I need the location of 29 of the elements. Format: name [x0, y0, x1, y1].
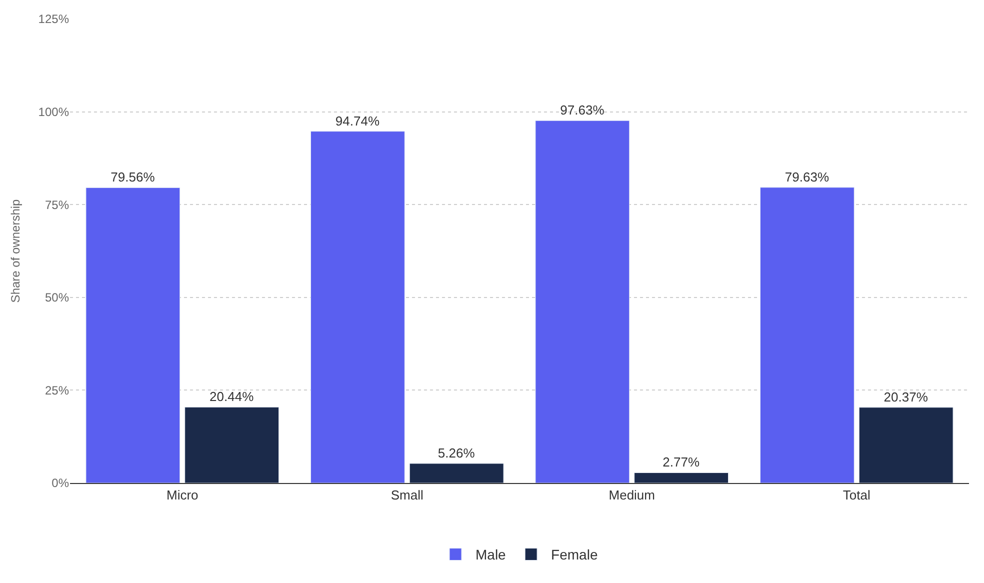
data-label: 20.44%: [210, 389, 254, 404]
data-label: 97.63%: [560, 102, 605, 118]
x-tick-label: Medium: [608, 488, 656, 503]
data-label: 94.74%: [335, 113, 380, 128]
y-axis-title: Share of ownership: [8, 198, 23, 303]
legend-label: Male: [476, 546, 506, 563]
y-tick-label: 75%: [44, 198, 70, 212]
x-tick-label: Total: [842, 488, 870, 503]
data-label: 79.63%: [784, 169, 830, 184]
bar: [409, 463, 504, 483]
y-tick-label: 25%: [44, 383, 70, 398]
data-label: 5.26%: [438, 445, 476, 460]
x-tick-label: Micro: [166, 488, 198, 503]
bar: [760, 187, 854, 483]
y-tick-label: 100%: [38, 105, 70, 119]
legend-label: Female: [551, 546, 598, 563]
data-label: 79.56%: [110, 170, 156, 185]
data-label: 20.37%: [884, 389, 928, 404]
y-tick-label: 125%: [38, 12, 70, 26]
bar: [184, 406, 280, 483]
bar: [858, 407, 954, 483]
x-tick-label: Small: [390, 488, 424, 503]
bar: [86, 187, 180, 483]
y-tick-label: 50%: [44, 290, 70, 305]
y-tick-label: 0%: [52, 476, 70, 490]
data-label: 2.77%: [662, 454, 700, 470]
bar: [535, 120, 630, 483]
bar: [310, 131, 405, 483]
bar: [634, 472, 729, 483]
